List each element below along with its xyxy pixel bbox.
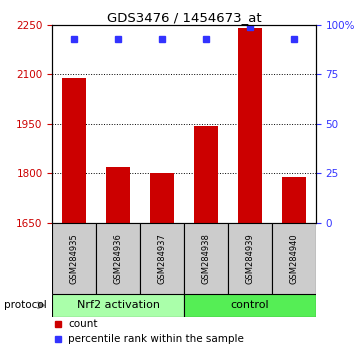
Bar [282, 177, 306, 223]
Text: protocol: protocol [4, 300, 46, 310]
Text: GSM284936: GSM284936 [114, 233, 123, 284]
Bar [140, 223, 184, 294]
Bar [96, 223, 140, 294]
Bar [62, 78, 86, 223]
Title: GDS3476 / 1454673_at: GDS3476 / 1454673_at [107, 11, 261, 24]
Bar [238, 28, 262, 223]
Text: GSM284939: GSM284939 [245, 233, 255, 284]
Bar [150, 173, 174, 223]
Text: control: control [231, 300, 269, 310]
Bar [228, 223, 272, 294]
Text: GSM284937: GSM284937 [158, 233, 167, 284]
Bar [184, 223, 228, 294]
Text: Nrf2 activation: Nrf2 activation [77, 300, 160, 310]
Bar [106, 167, 130, 223]
Text: count: count [68, 319, 98, 329]
Bar [272, 223, 316, 294]
Text: percentile rank within the sample: percentile rank within the sample [68, 335, 244, 344]
Bar [52, 294, 184, 317]
Bar [52, 223, 96, 294]
Text: GSM284940: GSM284940 [290, 233, 299, 284]
Bar [184, 294, 316, 317]
Bar [194, 126, 218, 223]
Text: GSM284938: GSM284938 [201, 233, 210, 284]
Text: GSM284935: GSM284935 [70, 233, 79, 284]
